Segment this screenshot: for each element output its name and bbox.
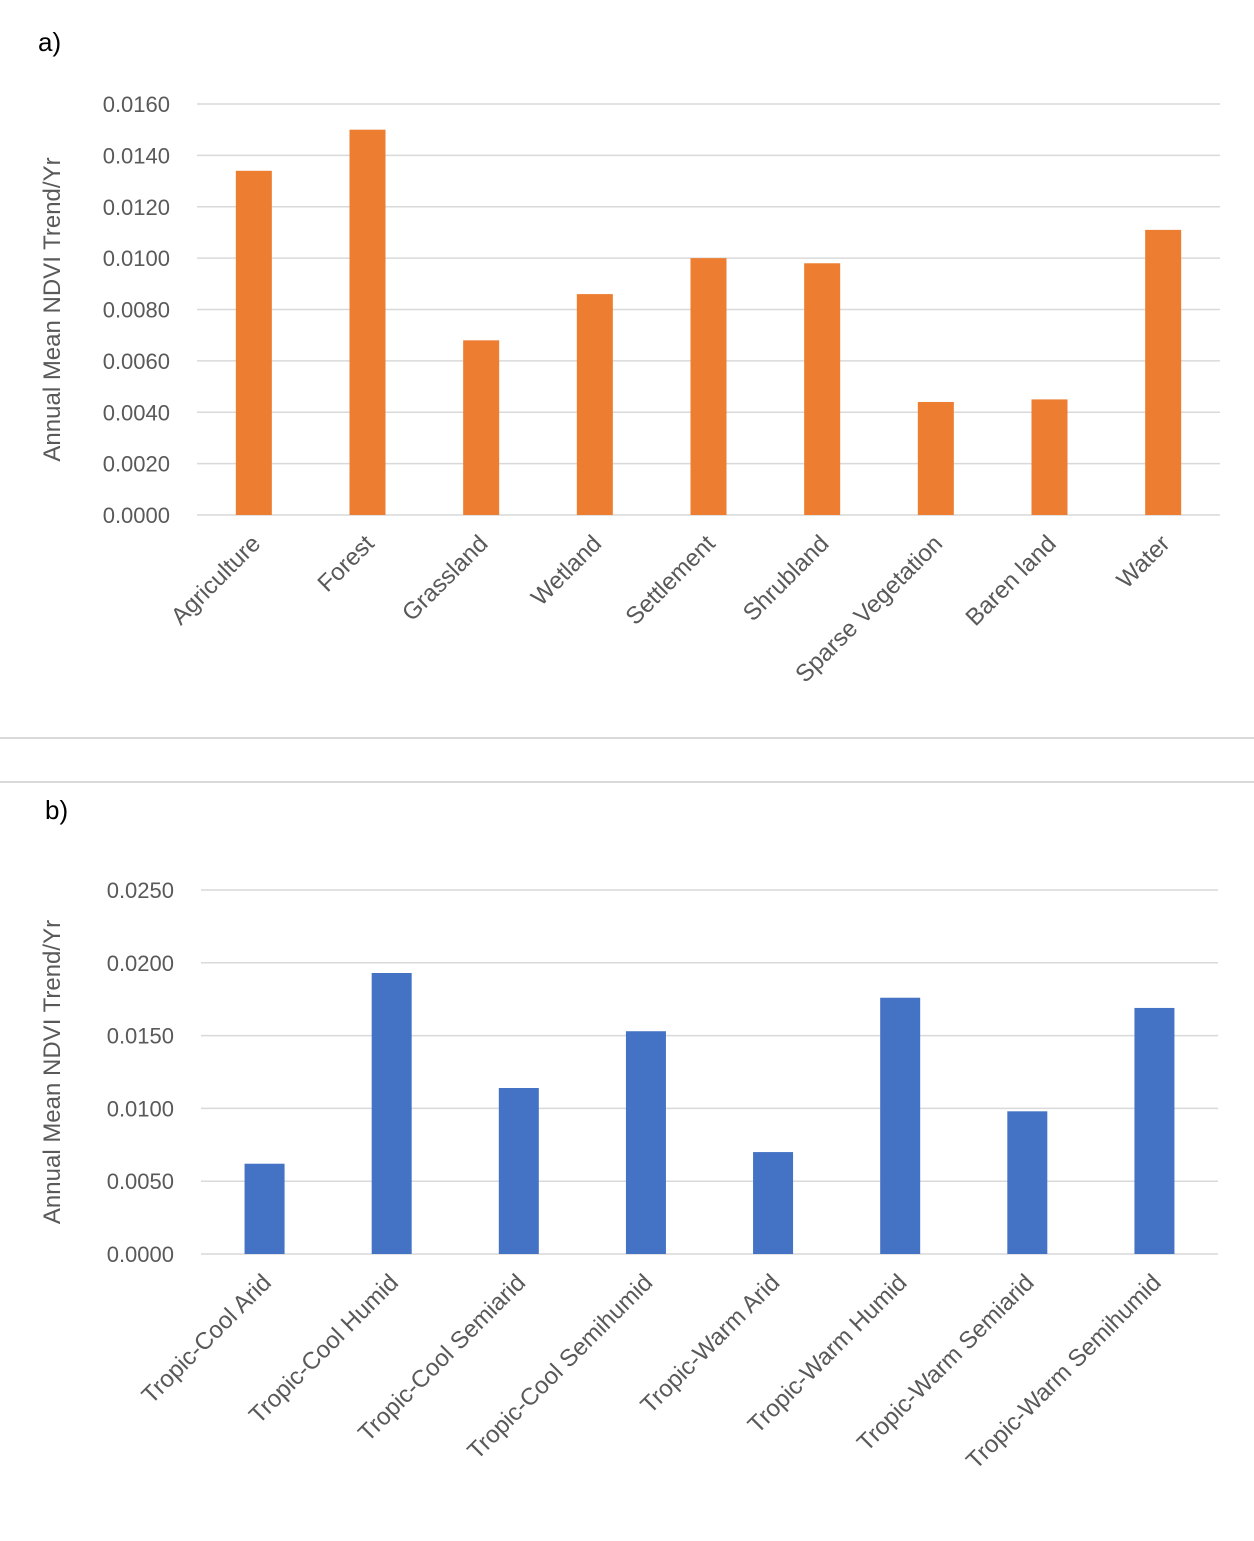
chart-a-category-label: Forest — [313, 530, 380, 597]
chart-a-bar — [463, 340, 500, 515]
chart-a-y-tick-label: 0.0080 — [103, 298, 170, 323]
chart-panel-a: a) 0.0000 0.0020 0.0040 0.0060 0.0080 0.0100 0.… — [0, 0, 1254, 738]
chart-b-y-tick-label: 0.0100 — [107, 1096, 174, 1121]
chart-b-y-tick-label: 0.0150 — [107, 1024, 174, 1049]
panel-divider-top — [0, 737, 1254, 739]
chart-a-category-label: Wetland — [526, 530, 607, 611]
chart-a-category-label: Baren land — [961, 530, 1062, 631]
chart-a-category-label: Shrubland — [738, 530, 834, 626]
chart-a-bar — [804, 263, 841, 515]
chart-a-y-tick-label: 0.0020 — [103, 452, 170, 477]
chart-a-bar — [349, 129, 386, 515]
chart-a-category-label: Settlement — [621, 530, 721, 630]
chart-b-svg: b) 0.0000 0.0050 0.0100 0.0150 0.0200 0.0250 An… — [39, 795, 1218, 1475]
chart-b-panel-label: b) — [45, 795, 68, 825]
chart-a-bar — [1145, 229, 1182, 515]
chart-a-bar — [917, 401, 954, 515]
chart-b-bar — [1007, 1111, 1048, 1254]
chart-b-bar — [1134, 1007, 1175, 1254]
chart-panel-b: b) 0.0000 0.0050 0.0100 0.0150 0.0200 0.0250 An… — [0, 782, 1254, 1536]
chart-a-bar — [1031, 399, 1068, 515]
chart-a-svg: a) 0.0000 0.0020 0.0040 0.0060 0.0080 0.0100 0.… — [38, 27, 1220, 688]
chart-a-y-tick-label: 0.0000 — [103, 503, 170, 528]
chart-b-y-axis-label: Annual Mean NDVI Trend/Yr — [39, 920, 66, 1224]
chart-b-y-tick-label: 0.0250 — [107, 878, 174, 903]
chart-b-bar — [244, 1163, 285, 1254]
chart-b-category-label: Tropic-Warm Arid — [635, 1269, 785, 1419]
chart-b-bar — [753, 1152, 794, 1254]
chart-a-panel-label: a) — [38, 27, 61, 57]
chart-b-bar — [880, 997, 921, 1254]
chart-a-y-tick-label: 0.0160 — [103, 92, 170, 117]
chart-a-category-label: Grassland — [397, 530, 493, 626]
chart-b-y-tick-label: 0.0000 — [107, 1242, 174, 1267]
chart-b-bar — [498, 1088, 539, 1254]
chart-a-category-label: Agriculture — [166, 530, 266, 630]
chart-a-y-tick-label: 0.0120 — [103, 195, 170, 220]
chart-b-bar — [371, 972, 412, 1254]
chart-b-y-tick-label: 0.0050 — [107, 1169, 174, 1194]
chart-b-y-tick-label: 0.0200 — [107, 951, 174, 976]
chart-a-bar — [690, 258, 727, 515]
chart-a-y-axis-label: Annual Mean NDVI Trend/Yr — [39, 157, 66, 461]
panel-divider-bottom — [0, 781, 1254, 783]
chart-a-y-tick-label: 0.0100 — [103, 246, 170, 271]
chart-a-category-label: Water — [1112, 530, 1176, 594]
chart-a-y-tick-label: 0.0060 — [103, 349, 170, 374]
chart-a-y-tick-label: 0.0140 — [103, 143, 170, 168]
chart-b-category-label: Tropic-Cool Arid — [137, 1269, 277, 1409]
chart-a-bar — [235, 170, 272, 515]
chart-a-y-tick-label: 0.0040 — [103, 400, 170, 425]
chart-b-bar — [625, 1031, 666, 1254]
chart-a-bar — [576, 294, 613, 515]
